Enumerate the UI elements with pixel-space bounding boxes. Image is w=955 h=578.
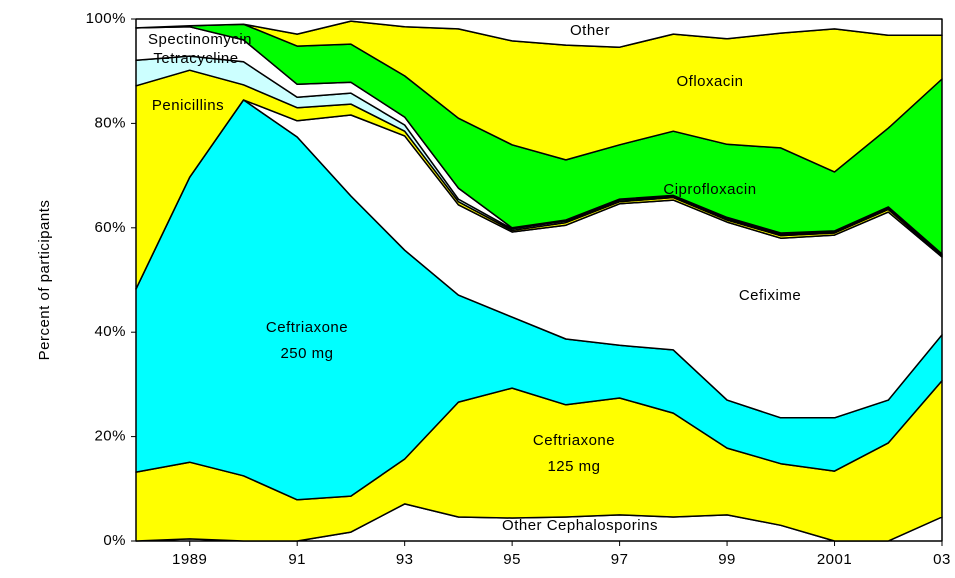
x-tick-label: 97 [611, 551, 629, 568]
y-tick-label: 0% [103, 532, 126, 549]
x-tick-label: 91 [288, 551, 306, 568]
x-tick-label: 2001 [817, 551, 852, 568]
x-tick-label: 95 [503, 551, 521, 568]
series-label: Ciprofloxacin [663, 181, 756, 198]
series-label: Ofloxacin [676, 73, 743, 90]
series-label: Ceftriaxone 250 mg [266, 319, 348, 362]
y-tick-label: 20% [94, 428, 126, 445]
series-label: Tetracycline [153, 50, 238, 67]
x-tick-label: 93 [396, 551, 414, 568]
series-label: Ceftriaxone 125 mg [533, 432, 615, 475]
y-axis-label: Percent of participants [36, 200, 53, 361]
y-tick-label: 80% [94, 114, 126, 131]
series-label: Spectinomycin [148, 31, 252, 48]
series-label: Cefixime [739, 287, 801, 304]
x-tick-label: 1989 [172, 551, 207, 568]
series-label: Penicillins [152, 97, 224, 114]
x-tick-label: 03 [933, 551, 951, 568]
series-label: Other [570, 22, 610, 39]
y-tick-label: 60% [94, 219, 126, 236]
area [135, 18, 943, 48]
series-label: Other Cephalosporins [502, 517, 658, 534]
x-tick-label: 99 [718, 551, 736, 568]
y-tick-label: 40% [94, 323, 126, 340]
y-tick-label: 100% [86, 10, 126, 27]
